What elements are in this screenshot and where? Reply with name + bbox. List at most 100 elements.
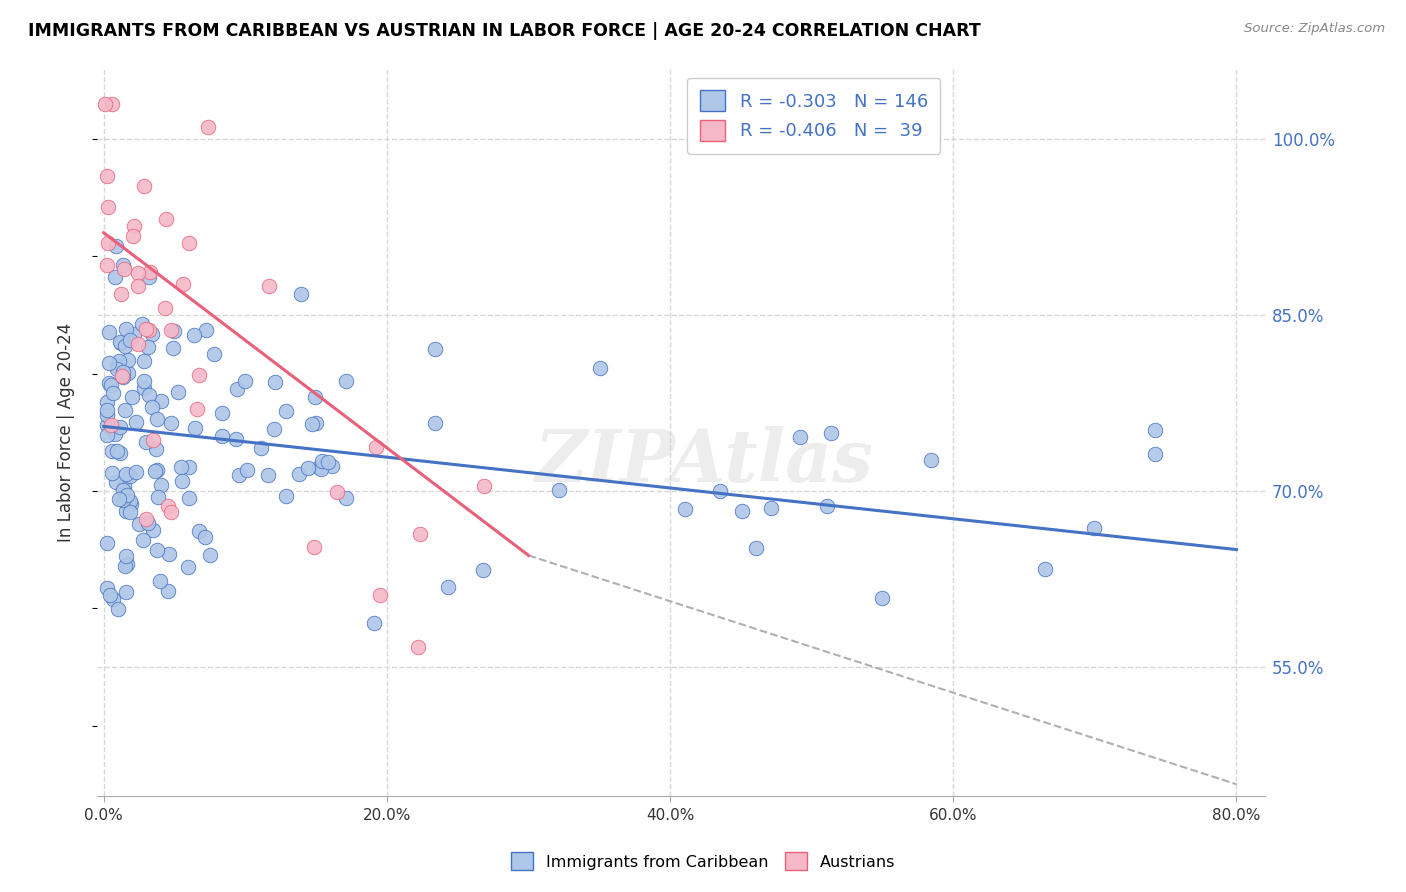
Point [94, 96, 117, 111]
Point [162, 341, 184, 355]
Point [118, 333, 141, 347]
Point [406, 640, 429, 654]
Point [138, 323, 160, 337]
Point [111, 258, 134, 272]
Point [257, 279, 280, 293]
Point [425, 342, 447, 356]
Point [127, 267, 149, 281]
Point [112, 478, 135, 492]
Point [437, 580, 460, 594]
Point [101, 444, 124, 458]
Point [145, 412, 167, 426]
Point [141, 401, 163, 415]
Point [276, 404, 298, 418]
Point [673, 502, 696, 516]
Point [202, 346, 225, 360]
Point [108, 334, 131, 349]
Point [108, 420, 131, 434]
Point [177, 491, 200, 505]
Point [96, 417, 118, 432]
Point [815, 499, 838, 513]
Point [709, 483, 731, 498]
Point [276, 490, 298, 504]
Point [125, 415, 148, 429]
Point [820, 426, 842, 441]
Point [187, 368, 209, 382]
Point [132, 178, 155, 193]
Point [176, 560, 198, 574]
Point [166, 385, 188, 400]
Point [183, 328, 205, 343]
Point [105, 239, 128, 253]
Point [135, 322, 157, 336]
Point [97, 200, 120, 214]
Point [98, 588, 121, 602]
Point [128, 517, 150, 532]
Point [236, 463, 259, 477]
Point [257, 467, 280, 482]
Point [110, 286, 132, 301]
Point [423, 417, 446, 431]
Point [177, 460, 200, 475]
Point [96, 394, 118, 409]
Point [96, 169, 118, 184]
Point [96, 536, 118, 550]
Point [118, 493, 141, 508]
Point [142, 433, 165, 447]
Point [326, 485, 349, 500]
Point [108, 354, 131, 368]
Point [114, 503, 136, 517]
Point [226, 382, 249, 396]
Point [1143, 423, 1166, 437]
Point [472, 479, 495, 493]
Point [97, 376, 120, 391]
Point [121, 390, 143, 404]
Text: IMMIGRANTS FROM CARIBBEAN VS AUSTRIAN IN LABOR FORCE | AGE 20-24 CORRELATION CHA: IMMIGRANTS FROM CARIBBEAN VS AUSTRIAN IN… [28, 22, 981, 40]
Point [122, 326, 145, 341]
Point [335, 491, 357, 506]
Point [145, 442, 167, 456]
Point [114, 403, 136, 417]
Point [149, 574, 172, 588]
Point [103, 386, 125, 401]
Point [131, 318, 153, 332]
Text: Source: ZipAtlas.com: Source: ZipAtlas.com [1244, 22, 1385, 36]
Point [745, 541, 768, 556]
Point [335, 374, 357, 388]
Point [157, 584, 180, 599]
Point [142, 524, 165, 538]
Point [138, 270, 160, 285]
Point [97, 355, 120, 369]
Point [105, 359, 128, 374]
Point [159, 417, 181, 431]
Legend: Immigrants from Caribbean, Austrians: Immigrants from Caribbean, Austrians [505, 846, 901, 877]
Point [136, 340, 159, 354]
Point [96, 581, 118, 595]
Point [870, 591, 893, 605]
Point [115, 585, 138, 599]
Point [107, 601, 129, 615]
Point [135, 435, 157, 450]
Point [136, 516, 159, 530]
Point [104, 427, 127, 442]
Point [163, 324, 186, 338]
Point [290, 287, 312, 301]
Point [194, 530, 217, 544]
Point [115, 557, 138, 571]
Point [124, 219, 146, 233]
Point [304, 390, 326, 404]
Point [301, 417, 323, 431]
Point [132, 381, 155, 395]
Point [143, 464, 166, 478]
Point [364, 440, 387, 454]
Point [117, 494, 139, 508]
Point [112, 483, 135, 497]
Point [120, 505, 142, 519]
Point [141, 326, 163, 341]
Point [114, 321, 136, 335]
Point [127, 337, 149, 351]
Point [157, 547, 180, 561]
Point [134, 375, 156, 389]
Point [155, 301, 177, 315]
Point [150, 393, 173, 408]
